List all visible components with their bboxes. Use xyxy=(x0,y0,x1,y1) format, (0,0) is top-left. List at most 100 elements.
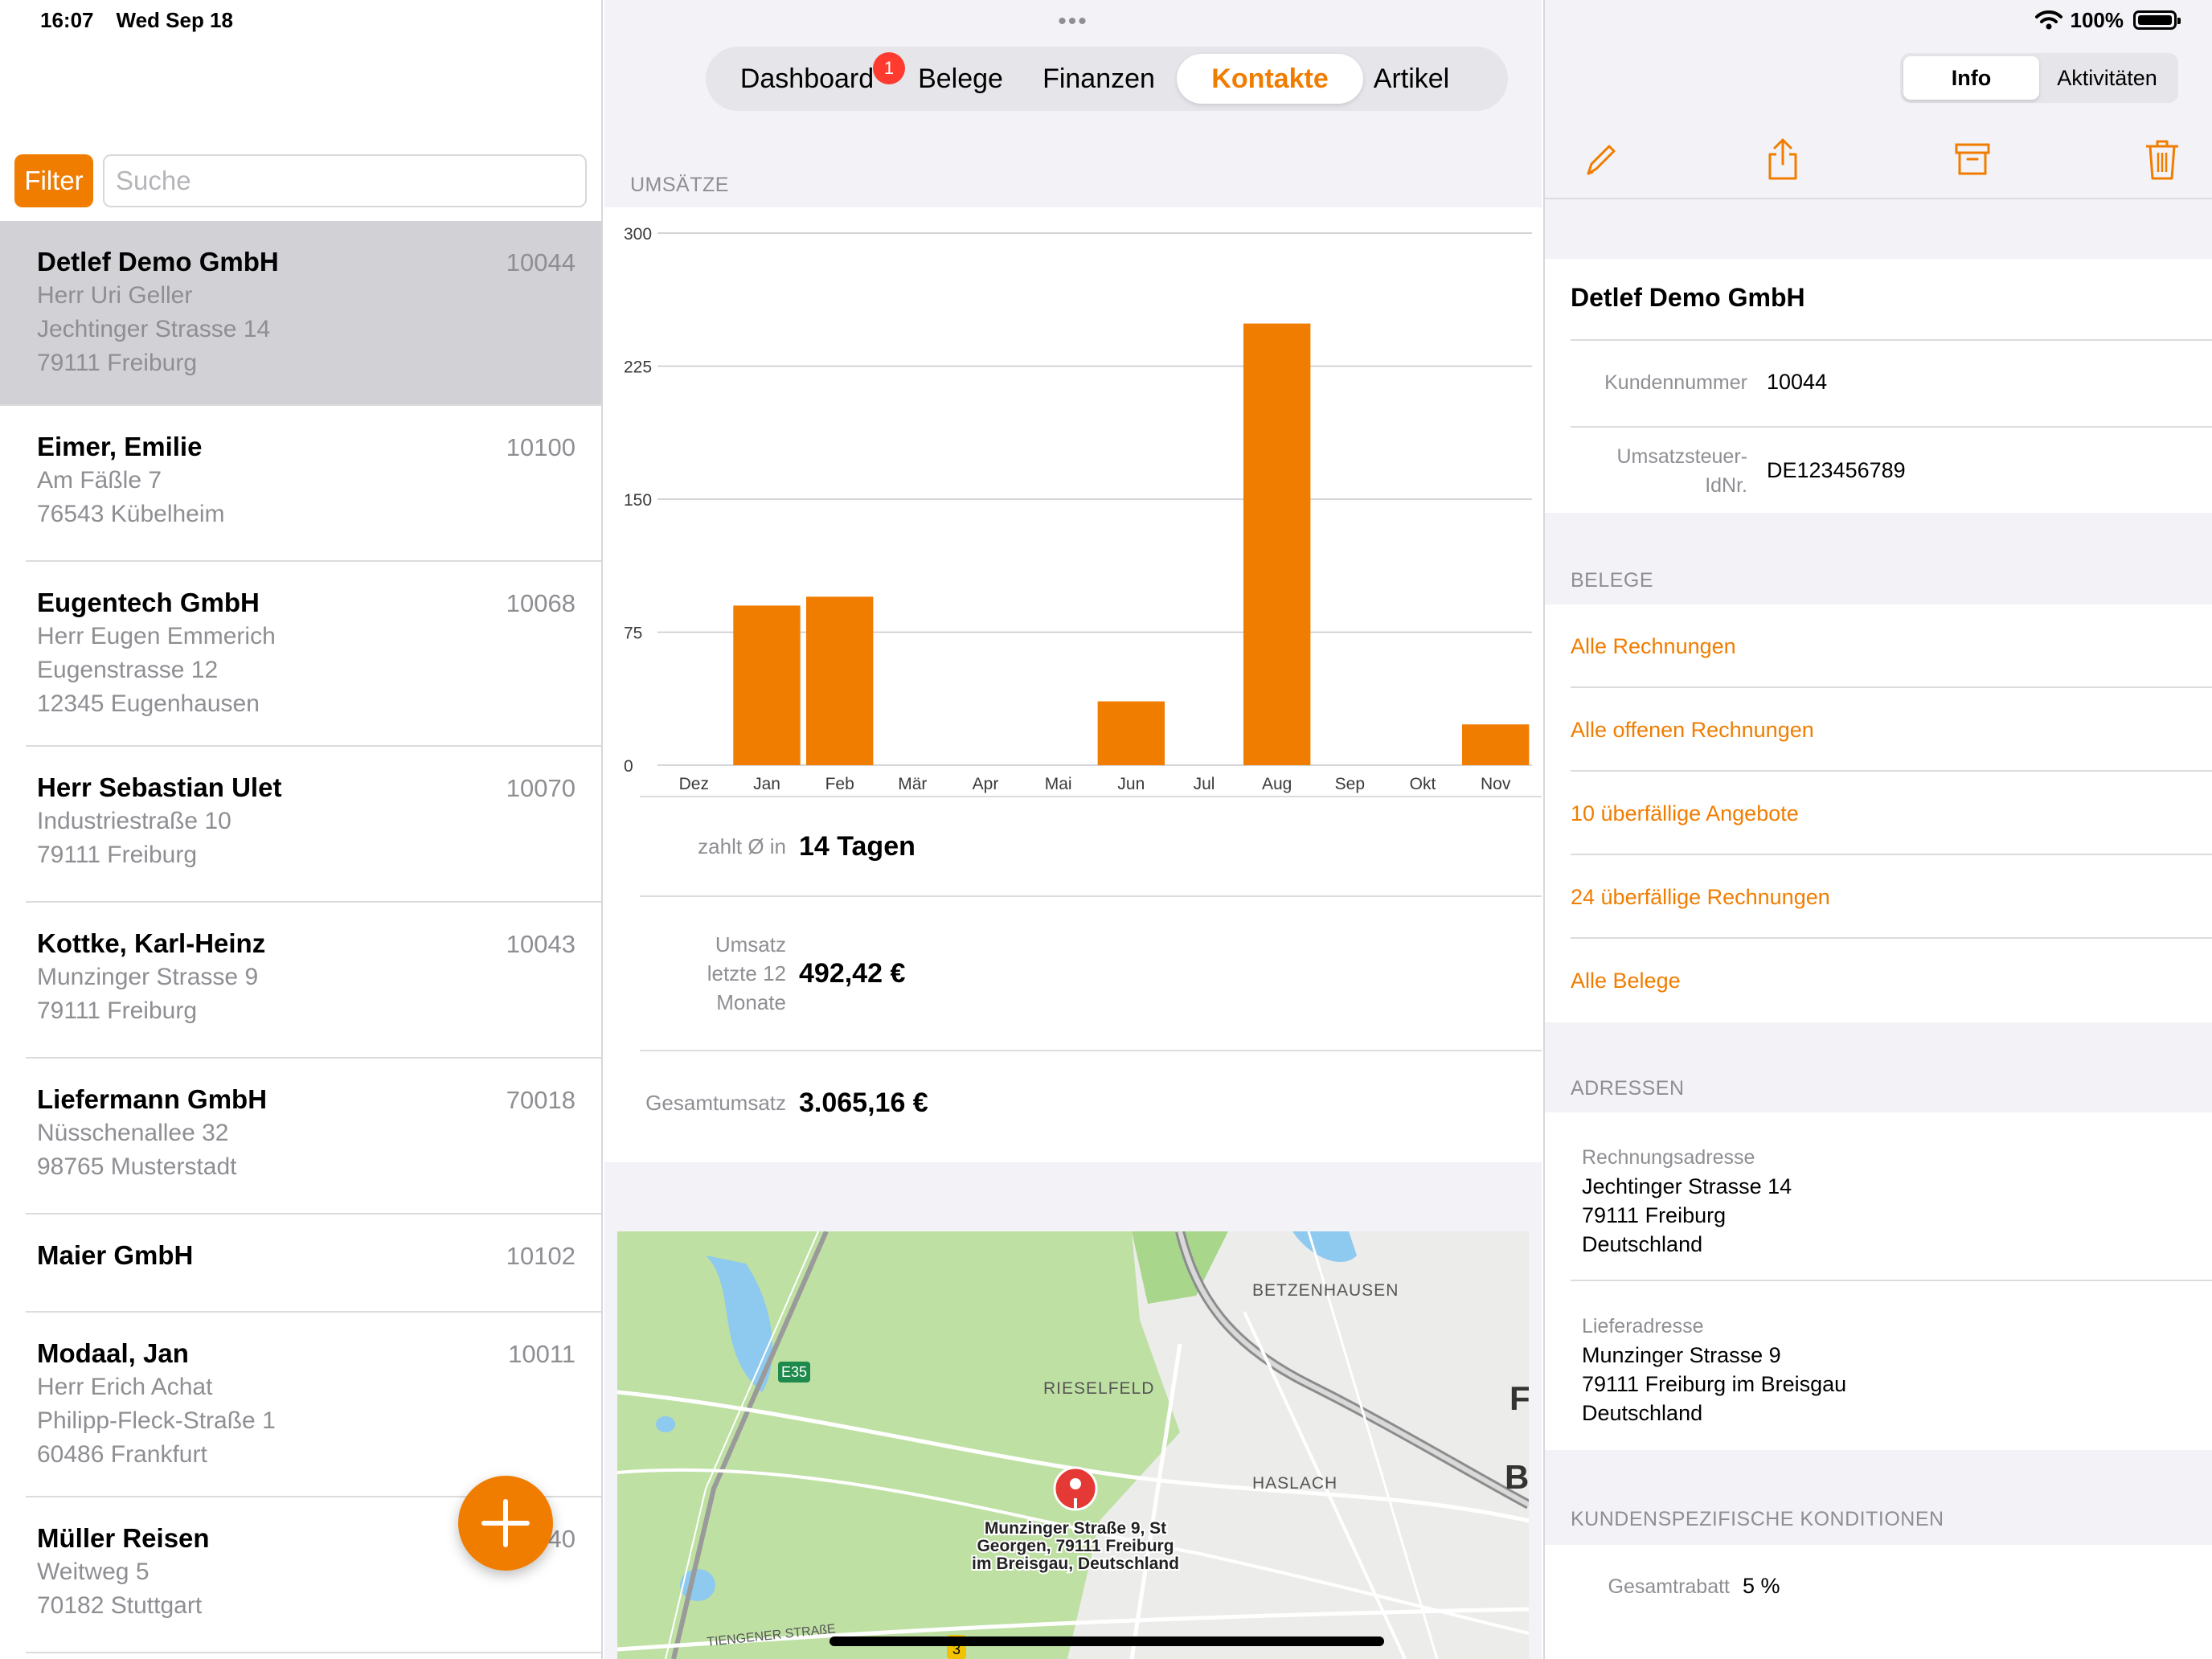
main-tab-bar: Dashboard 1 Belege Finanzen Kontakte Artikel xyxy=(706,47,1508,111)
contact-row[interactable]: Herr Sebastian Ulet 10070 Industriestraße … xyxy=(26,747,601,903)
trash-icon[interactable] xyxy=(2143,137,2181,182)
contact-row[interactable]: Liefermann GmbH 70018 Nüsschenallee 32 9876… xyxy=(26,1059,601,1215)
battery-percent: 100% xyxy=(2070,7,2124,32)
contact-number: 10100 xyxy=(506,433,576,461)
tab-artikel[interactable]: Artikel xyxy=(1363,54,1460,104)
contact-detail-line: Jechtinger Strasse 14 xyxy=(37,316,271,342)
contact-detail-line: 79111 Freiburg xyxy=(37,350,198,376)
contact-detail-line: Am Fäßle 7 xyxy=(37,467,162,494)
contact-name-row: Detlef Demo GmbH xyxy=(1571,259,2212,341)
chart-bar xyxy=(1461,724,1530,765)
map-pin-label-line: im Breisgau, Deutschland xyxy=(972,1555,1179,1573)
map-label-rieselfeld: RIESELFELD xyxy=(1043,1379,1154,1398)
contact-name: Detlef Demo GmbH xyxy=(37,247,279,276)
map-pin-label-line: Georgen, 79111 Freiburg xyxy=(977,1537,1174,1555)
belege-link[interactable]: Alle Rechnungen xyxy=(1571,604,2212,688)
contact-number: 10044 xyxy=(506,248,576,276)
tab-label: Kontakte xyxy=(1211,63,1329,94)
kpi-revenue-value: 492,42 € xyxy=(799,957,906,989)
chart-xtick-label: Jul xyxy=(1194,775,1215,793)
plus-icon xyxy=(481,1499,530,1547)
chart-ytick-label: 0 xyxy=(624,757,633,776)
tab-finanzen[interactable]: Finanzen xyxy=(1021,54,1177,104)
kpi-revenue-label: Umsatz letzte 12 Monate xyxy=(640,930,799,1017)
tab-belege[interactable]: Belege xyxy=(900,54,1021,104)
kpi-revenue-label-line: Monate xyxy=(716,990,786,1014)
belege-link[interactable]: 10 überfällige Angebote xyxy=(1571,772,2212,855)
contact-name: Maier GmbH xyxy=(37,1240,194,1270)
location-map[interactable]: E35 BETZENHAUSEN RIESELFELD HASLACH TIEN… xyxy=(617,1231,1529,1659)
billing-address-label: Rechnungsadresse xyxy=(1582,1146,1755,1169)
edit-pencil-icon[interactable] xyxy=(1582,137,1620,182)
contact-name: Müller Reisen xyxy=(37,1523,210,1553)
conditions-section-header: KUNDENSPEZIFISCHE KONDITIONEN xyxy=(1571,1508,1944,1530)
status-time: 16:07 xyxy=(40,7,94,32)
belege-link[interactable]: Alle offenen Rechnungen xyxy=(1571,688,2212,772)
map-pin-icon[interactable] xyxy=(1053,1466,1098,1511)
contact-number: 10011 xyxy=(508,1340,576,1368)
chart-ytick-label: 75 xyxy=(624,625,642,643)
kpi-payment-value: 14 Tagen xyxy=(799,830,916,862)
kpi-payment-label: zahlt Ø in xyxy=(698,834,786,858)
contact-name: Herr Sebastian Ulet xyxy=(37,772,282,802)
segment-activities[interactable]: Aktivitäten xyxy=(2057,65,2157,90)
billing-address-row[interactable]: Rechnungsadresse Jechtinger Strasse 14 7… xyxy=(1571,1112,2212,1281)
vat-id-label: Umsatzsteuer- IdNr. xyxy=(1571,442,1747,500)
billing-address-line: Deutschland xyxy=(1582,1232,1703,1256)
contact-summary-card: Detlef Demo GmbH Kundennummer 10044 Umsa… xyxy=(1545,259,2212,513)
map-pin-label-line: Munzinger Straße 9, St xyxy=(985,1519,1166,1538)
contact-row[interactable]: Modaal, Jan 10011 Herr Erich Achat Philipp-… xyxy=(26,1313,601,1497)
chart-xtick-label: Mai xyxy=(1045,775,1072,793)
contact-info-pane: 100% Info Aktivitäten xyxy=(1543,0,2212,1659)
contact-row[interactable]: Detlef Demo GmbH 10044 Herr Uri Geller Jech… xyxy=(0,221,601,406)
contact-row[interactable]: Kottke, Karl-Heinz 10043 Munzinger Strasse… xyxy=(26,903,601,1059)
billing-address-line: 79111 Freiburg xyxy=(1582,1203,1727,1227)
tab-label: Artikel xyxy=(1373,63,1450,94)
contact-detail-line: 12345 Eugenhausen xyxy=(37,690,260,717)
chart-xtick-label: Feb xyxy=(825,775,854,793)
contact-detail-line: 98765 Musterstadt xyxy=(37,1153,237,1180)
revenue-card: 0 75 150 225 300 Dez Jan Feb Mär Apr Mai Jun Jul Aug S… xyxy=(604,207,1542,1162)
chart-ytick-label: 225 xyxy=(624,358,652,377)
discount-label: Gesamtrabatt xyxy=(1608,1575,1730,1598)
contact-list: Detlef Demo GmbH 10044 Herr Uri Geller Jech… xyxy=(0,221,601,1653)
belege-link[interactable]: Alle Belege xyxy=(1571,969,1681,993)
tab-dashboard[interactable]: Dashboard 1 xyxy=(714,52,905,104)
search-input[interactable] xyxy=(103,154,587,207)
vat-id-value: DE123456789 xyxy=(1767,458,1906,482)
contacts-pane: 16:07 Wed Sep 18 Filter Detlef Demo GmbH… xyxy=(0,0,603,1659)
contact-row[interactable]: Eugentech GmbH 10068 Herr Eugen Emmerich Eu… xyxy=(26,562,601,747)
chart-xtick-label: Okt xyxy=(1410,775,1436,793)
segment-info[interactable]: Info xyxy=(1903,56,2039,100)
revenue-bar-chart: 0 75 150 225 300 Dez Jan Feb Mär Apr Mai Jun Jul Aug S… xyxy=(624,225,1532,793)
kpi-revenue-12m: Umsatz letzte 12 Monate 492,42 € xyxy=(640,895,1542,1050)
status-bar-right: 100% xyxy=(2034,0,2181,40)
customer-number-value: 10044 xyxy=(1767,370,1828,394)
chart-xtick-label: Nov xyxy=(1481,775,1511,793)
info-activity-segment: Info Aktivitäten xyxy=(1900,53,2178,103)
delivery-address-row[interactable]: Lieferadresse Munzinger Strasse 9 79111 … xyxy=(1571,1281,2212,1450)
vat-id-label-line: Umsatzsteuer- xyxy=(1616,445,1747,468)
home-indicator[interactable] xyxy=(830,1636,1384,1646)
archive-icon[interactable] xyxy=(1953,137,1992,182)
multitasking-dots-icon[interactable]: ••• xyxy=(1058,8,1088,35)
kpi-total-revenue: Gesamtumsatz 3.065,16 € xyxy=(640,1050,1542,1154)
add-contact-button[interactable] xyxy=(458,1476,553,1571)
share-icon[interactable] xyxy=(1763,137,1802,182)
conditions-card: Gesamtrabatt 5 % xyxy=(1545,1545,2212,1659)
delivery-address-line: 79111 Freiburg im Breisgau xyxy=(1582,1372,1847,1396)
adressen-section-header: ADRESSEN xyxy=(1571,1077,1685,1100)
contact-row[interactable]: Maier GmbH 10102 xyxy=(26,1215,601,1313)
contact-row[interactable]: Eimer, Emilie 10100 Am Fäßle 7 76543 Kübelh… xyxy=(26,406,601,562)
contact-detail-line: 76543 Kübelheim xyxy=(37,501,225,527)
belege-link[interactable]: 24 überfällige Rechnungen xyxy=(1571,855,2212,939)
filter-button[interactable]: Filter xyxy=(14,154,93,207)
contact-detail-line: 79111 Freiburg xyxy=(37,997,198,1024)
tab-kontakte[interactable]: Kontakte xyxy=(1177,54,1363,104)
contact-detail-line: Herr Eugen Emmerich xyxy=(37,623,276,649)
contact-row[interactable]: Müller Reisen 40 Weitweg 5 70182 Stuttgart xyxy=(26,1497,601,1653)
chart-xtick-label: Sep xyxy=(1335,775,1365,793)
contact-number: 70018 xyxy=(506,1086,576,1114)
customer-number-label: Kundennummer xyxy=(1604,371,1747,394)
